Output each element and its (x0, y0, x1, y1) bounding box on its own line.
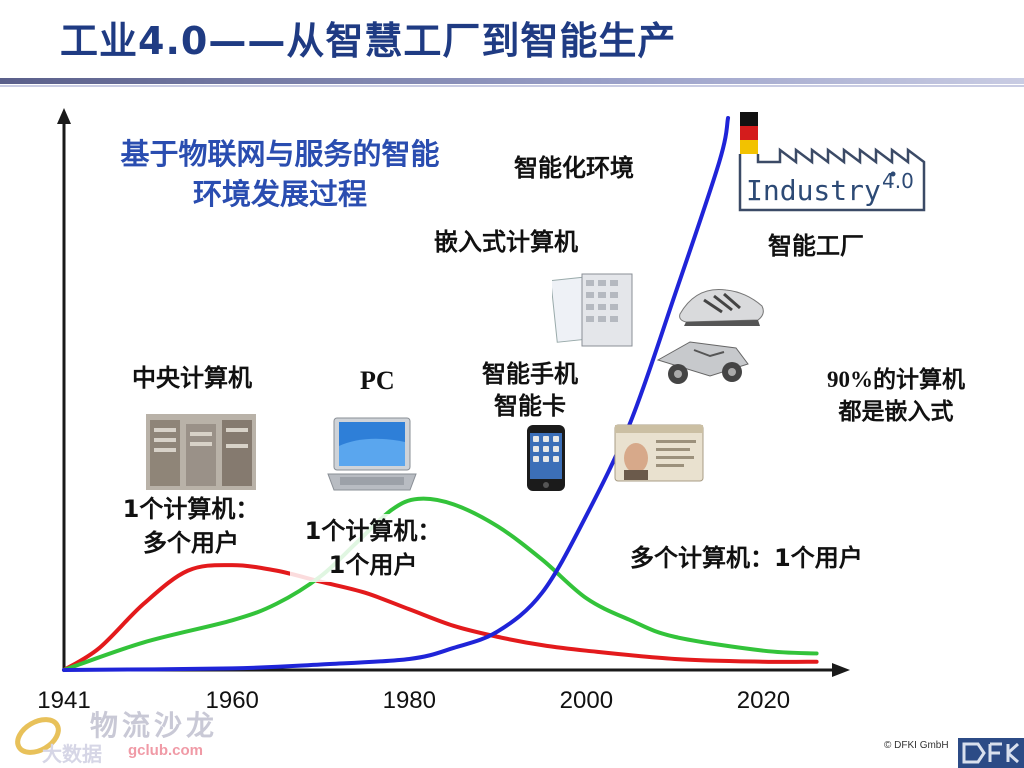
watermark: 物流沙龙 大数据 gclub.com (0, 700, 260, 768)
label-pc-ratio-2: 1个用户 (328, 551, 418, 579)
label-mainframe-ratio: 1个计算机： 多个用户 (106, 492, 276, 560)
x-axis-arrow (832, 663, 850, 677)
label-embedded-computer: 嵌入式计算机 (434, 228, 578, 256)
watermark-brand: 物流沙龙 (90, 709, 219, 742)
logo-word: Industry (746, 174, 881, 207)
series-line-2 (62, 496, 819, 672)
label-embedded-share-2: 都是嵌入式 (838, 399, 954, 425)
label-embedded-share-1: 90%的计算机 (827, 367, 965, 392)
x-tick-label: 2020 (737, 687, 790, 714)
smart-shoe-photo (679, 289, 764, 326)
laptop-icon (327, 417, 417, 491)
label-mainframe: 中央计算机 (132, 364, 252, 392)
label-embedded-share: 90%的计算机 都是嵌入式 (796, 364, 996, 428)
factory-roofline (738, 147, 926, 212)
industry40-logo: Industry 4.0 (738, 112, 926, 212)
flag-red (740, 126, 758, 140)
embedded-boards-photo (552, 273, 633, 347)
label-smartcard: 智能卡 (494, 392, 566, 420)
flag-black (740, 112, 758, 126)
page-title: 工业4.0——从智慧工厂到智能生产 (60, 19, 677, 63)
y-axis-arrow (57, 108, 71, 124)
smartphone-photo (527, 425, 565, 491)
flag-gold (740, 140, 758, 154)
id-card-photo (614, 424, 704, 482)
watermark-left: 大数据 (42, 742, 102, 766)
signal-icon (890, 171, 896, 177)
label-pc-ratio: 1个计算机： 1个用户 (290, 514, 456, 582)
title-underline-thin (0, 85, 1024, 87)
label-smart-environment: 智能化环境 (514, 154, 634, 182)
copyright: © DFKI GmbH (884, 740, 949, 751)
series-line-3 (62, 116, 731, 672)
logo-version: 4.0 (882, 169, 914, 193)
x-tick-label: 1941 (37, 687, 90, 714)
chart-subtitle: 基于物联网与服务的智能 环境发展过程 (70, 134, 490, 214)
label-mainframe-ratio-2: 多个用户 (143, 529, 239, 557)
label-mainframe-ratio-1: 1个计算机： (122, 495, 260, 523)
label-pc: PC (360, 366, 395, 395)
watermark-url: gclub.com (128, 742, 204, 759)
mainframe-photo (146, 414, 256, 490)
label-smart-factory: 智能工厂 (768, 232, 864, 260)
x-tick-label: 2000 (560, 687, 613, 714)
label-smartphone: 智能手机 (482, 360, 578, 388)
x-tick-label: 1980 (383, 687, 436, 714)
robot-car-photo (656, 341, 749, 384)
series-line-1 (62, 563, 819, 672)
title-underline (0, 78, 1024, 84)
label-pc-ratio-1: 1个计算机： (304, 517, 442, 545)
label-many-to-one: 多个计算机：1个用户 (630, 544, 863, 572)
subtitle-line-1: 基于物联网与服务的智能 (120, 137, 440, 171)
watermark-logo-icon (15, 717, 61, 755)
x-tick-label: 1960 (206, 687, 259, 714)
dfki-logo (958, 738, 1024, 768)
label-smartphone-smartcard: 智能手机 智能卡 (468, 358, 592, 422)
subtitle-line-2: 环境发展过程 (192, 177, 367, 211)
